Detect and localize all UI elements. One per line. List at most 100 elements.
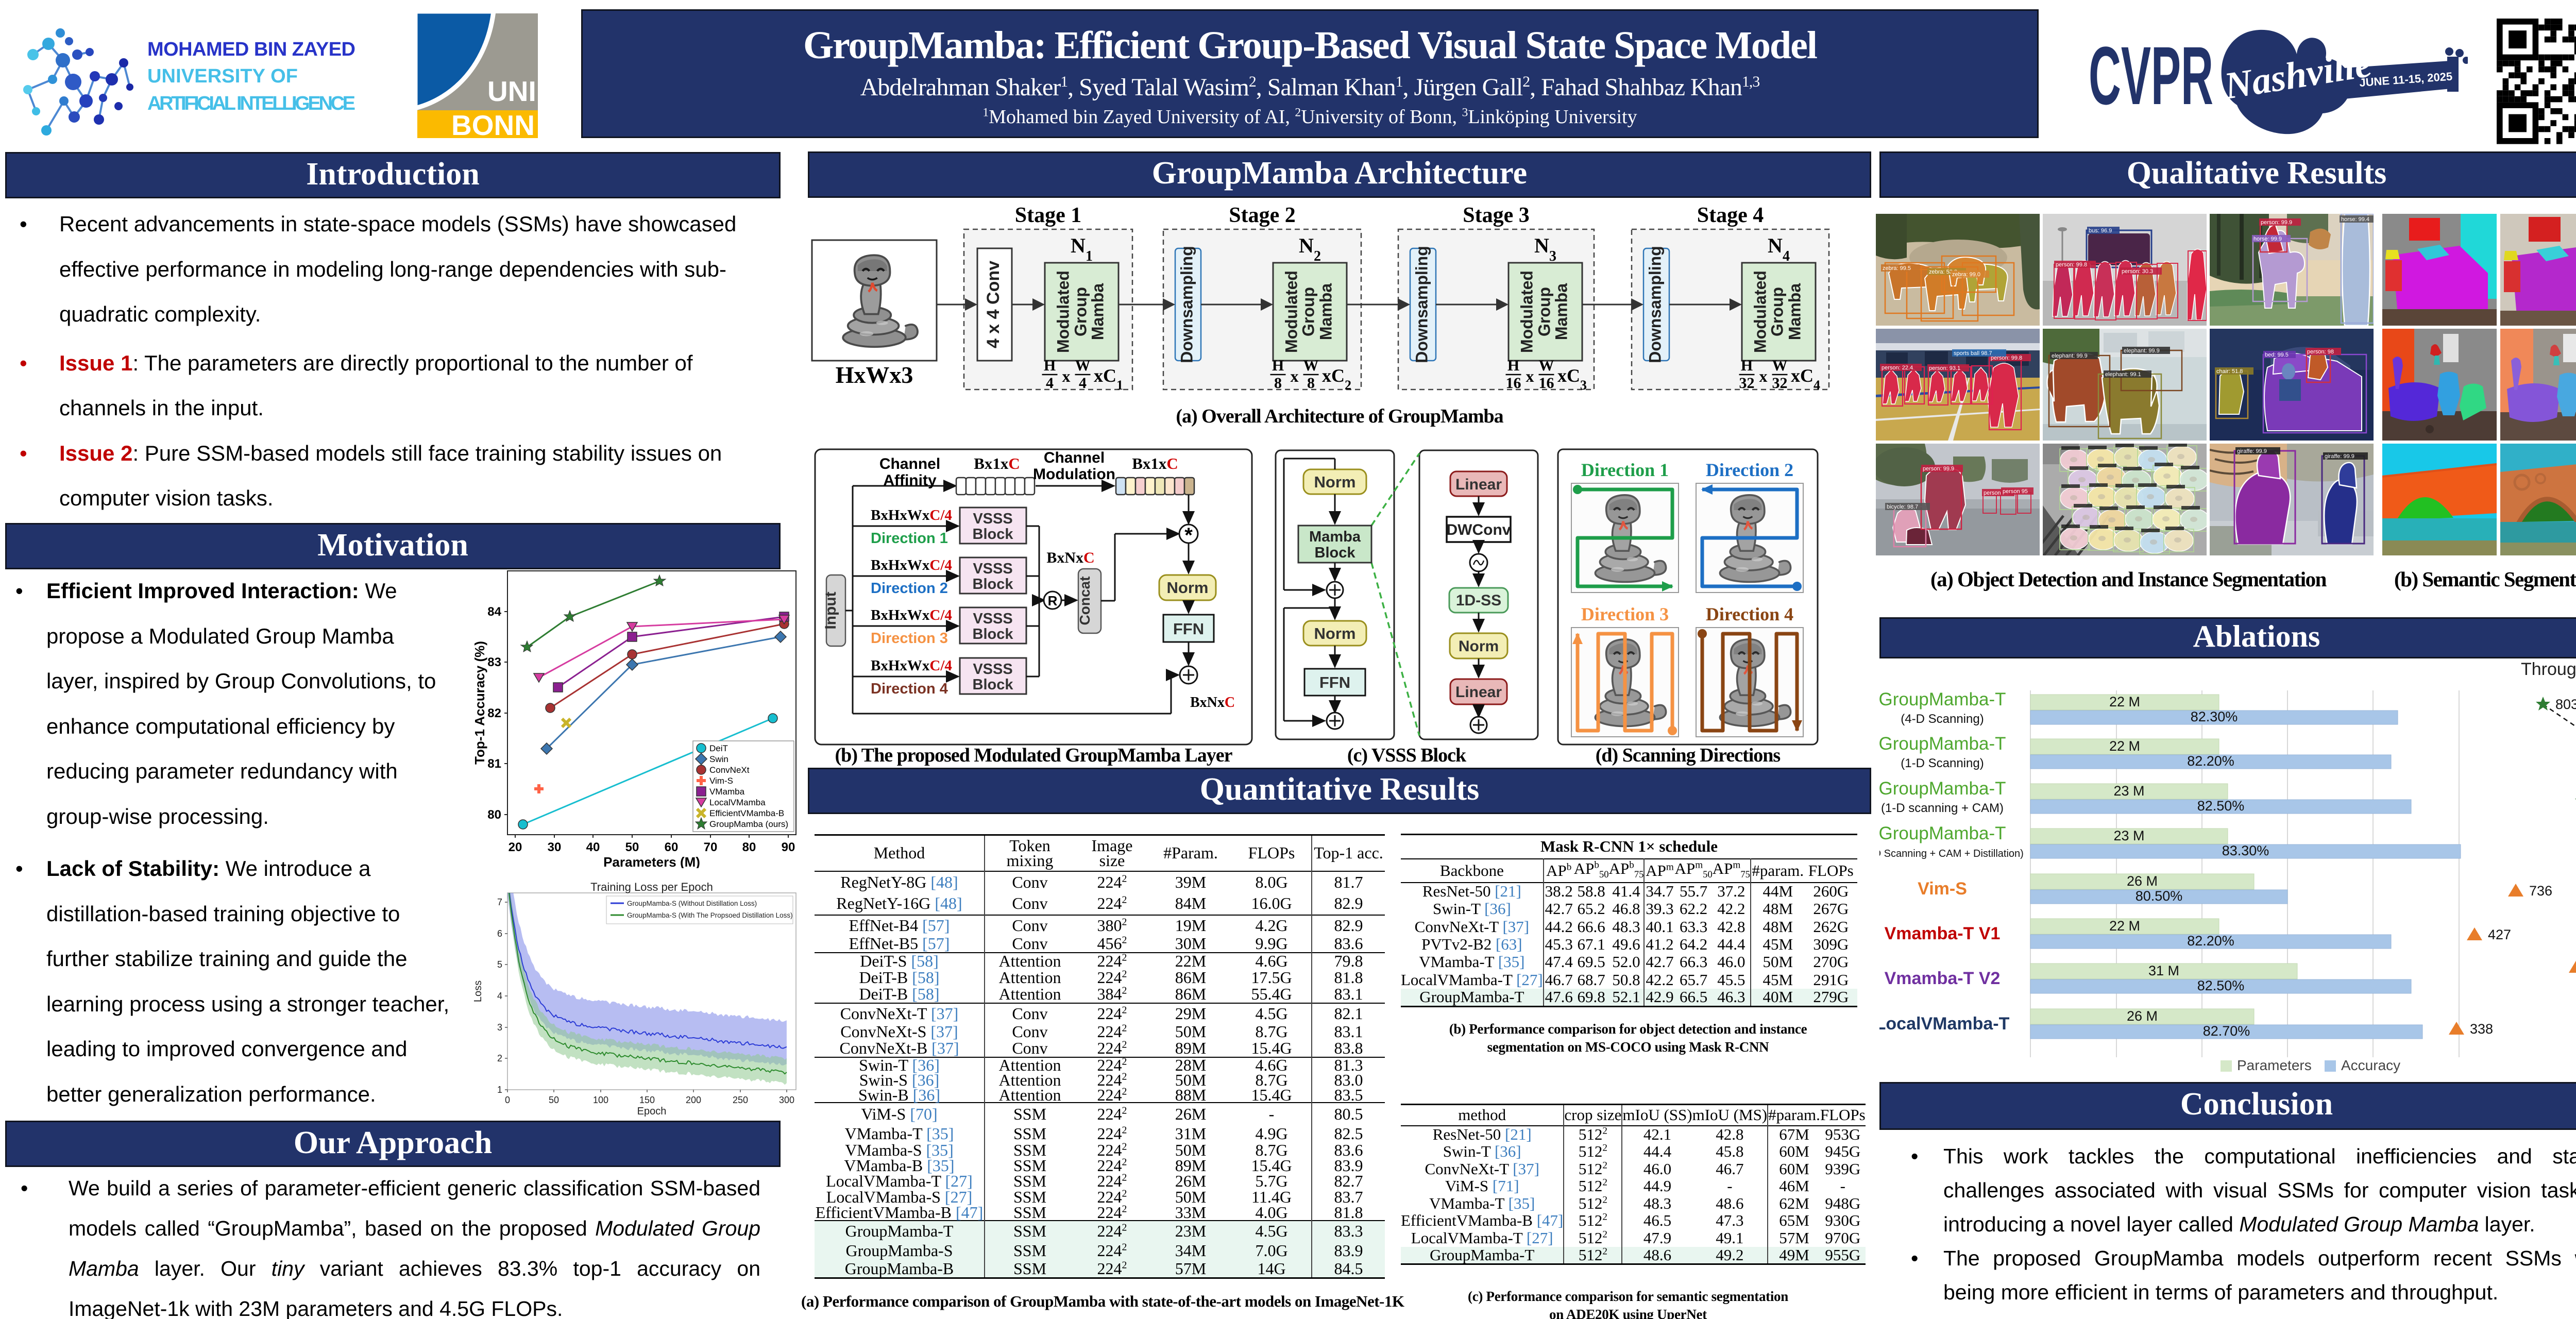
svg-text:23 M: 23 M bbox=[2113, 783, 2144, 799]
svg-text:person: 30.3: person: 30.3 bbox=[2122, 268, 2153, 275]
svg-text:22 M: 22 M bbox=[2109, 738, 2140, 754]
svg-text:BONN: BONN bbox=[451, 109, 535, 138]
svg-text:Downsampling: Downsampling bbox=[1412, 246, 1431, 363]
svg-text:Linear: Linear bbox=[1455, 476, 1502, 493]
svg-text:Throughput: Throughput bbox=[2521, 662, 2576, 679]
svg-text:Vim-S: Vim-S bbox=[709, 776, 733, 786]
svg-text:4 x 4 Conv: 4 x 4 Conv bbox=[984, 261, 1003, 348]
svg-text:chair: 51.8: chair: 51.8 bbox=[2216, 368, 2243, 375]
svg-text:Modulation: Modulation bbox=[1033, 466, 1115, 483]
svg-text:GroupMamba-S (With The Propsoe: GroupMamba-S (With The Propsoed Distilla… bbox=[627, 911, 793, 919]
svg-text:GroupMamba-T: GroupMamba-T bbox=[1879, 689, 2006, 709]
svg-text:60: 60 bbox=[665, 840, 679, 854]
svg-text:82.50%: 82.50% bbox=[2197, 978, 2245, 993]
svg-text:7: 7 bbox=[497, 897, 502, 907]
svg-text:sports ball 98.7: sports ball 98.7 bbox=[1954, 350, 1992, 357]
svg-text:x: x bbox=[1526, 367, 1534, 385]
svg-text:H: H bbox=[1044, 357, 1056, 374]
svg-text:Mamba: Mamba bbox=[1309, 529, 1361, 545]
svg-text:Bx1xC: Bx1xC bbox=[974, 454, 1020, 472]
svg-text:DeiT: DeiT bbox=[709, 743, 728, 753]
svg-text:Parameters: Parameters bbox=[2237, 1057, 2312, 1073]
svg-text:FFN: FFN bbox=[1173, 620, 1204, 638]
svg-text:Group: Group bbox=[1768, 287, 1786, 336]
svg-text:22 M: 22 M bbox=[2109, 918, 2140, 934]
svg-text:person: 99.8: person: 99.8 bbox=[2056, 262, 2087, 268]
svg-text:803: 803 bbox=[2555, 697, 2576, 712]
svg-text:person 95: person 95 bbox=[2003, 488, 2028, 495]
svg-text:GroupMamba-T: GroupMamba-T bbox=[1879, 779, 2006, 799]
svg-text:Direction 1: Direction 1 bbox=[871, 530, 948, 547]
svg-text:BxHxWxC/4: BxHxWxC/4 bbox=[871, 557, 952, 573]
svg-text:H: H bbox=[1741, 357, 1753, 374]
svg-text:83.30%: 83.30% bbox=[2222, 843, 2269, 858]
svg-text:50: 50 bbox=[625, 840, 639, 854]
svg-text:Direction 2: Direction 2 bbox=[871, 580, 948, 597]
svg-text:GroupMamba-S (Without Distilla: GroupMamba-S (Without Distillation Loss) bbox=[627, 900, 757, 907]
svg-text:LocalVMamba-T: LocalVMamba-T bbox=[1879, 1014, 2010, 1034]
svg-text:Vmamba-T V1: Vmamba-T V1 bbox=[1885, 924, 2001, 943]
svg-text:ConvNeXt: ConvNeXt bbox=[709, 765, 750, 775]
svg-text:Concat: Concat bbox=[1077, 577, 1093, 625]
svg-text:R: R bbox=[1048, 593, 1058, 608]
svg-text:Modulated: Modulated bbox=[1751, 270, 1769, 353]
svg-text:x: x bbox=[1291, 367, 1299, 385]
svg-text:Direction 2: Direction 2 bbox=[1706, 460, 1793, 480]
svg-text:Direction 3: Direction 3 bbox=[1581, 604, 1669, 624]
svg-text:0: 0 bbox=[505, 1095, 510, 1105]
svg-text:giraffe: 99.9: giraffe: 99.9 bbox=[2237, 448, 2267, 454]
svg-text:81: 81 bbox=[487, 757, 501, 771]
svg-text:Downsampling: Downsampling bbox=[1646, 246, 1664, 363]
svg-text:82.70%: 82.70% bbox=[2203, 1023, 2250, 1039]
svg-text:6: 6 bbox=[497, 928, 502, 939]
svg-text:UNI: UNI bbox=[487, 75, 536, 107]
svg-text:250: 250 bbox=[733, 1095, 748, 1105]
svg-text:Epoch: Epoch bbox=[637, 1106, 667, 1117]
svg-text:BxHxWxC/4: BxHxWxC/4 bbox=[871, 507, 952, 523]
svg-text:person: 99.9: person: 99.9 bbox=[1923, 466, 1954, 472]
svg-text:Loss: Loss bbox=[472, 980, 484, 1002]
svg-text:Input: Input bbox=[822, 591, 839, 629]
svg-text:Linear: Linear bbox=[1455, 684, 1502, 701]
svg-text:zebra: 99.5: zebra: 99.5 bbox=[1883, 265, 1911, 272]
svg-text:VSSS: VSSS bbox=[973, 511, 1012, 527]
svg-text:90: 90 bbox=[782, 840, 795, 854]
svg-text:Parameters (M): Parameters (M) bbox=[603, 854, 700, 868]
svg-text:Block: Block bbox=[973, 677, 1014, 693]
svg-text:Mamba: Mamba bbox=[1785, 283, 1804, 340]
svg-text:Stage 2: Stage 2 bbox=[1229, 204, 1296, 227]
svg-text:ARTIFICIAL INTELLIGENCE: ARTIFICIAL INTELLIGENCE bbox=[147, 93, 355, 114]
svg-text:HxWx3: HxWx3 bbox=[836, 362, 913, 388]
svg-text:Norm: Norm bbox=[1167, 579, 1209, 597]
svg-text:26 M: 26 M bbox=[2127, 873, 2158, 889]
svg-text:W: W bbox=[1539, 357, 1554, 374]
svg-text:84: 84 bbox=[487, 605, 501, 619]
svg-text:person: 99.9: person: 99.9 bbox=[2261, 219, 2292, 226]
svg-text:5: 5 bbox=[497, 959, 502, 970]
svg-text:bus: 96.9: bus: 96.9 bbox=[2089, 228, 2112, 234]
svg-text:338: 338 bbox=[2470, 1021, 2493, 1037]
svg-text:Accuracy: Accuracy bbox=[2341, 1057, 2400, 1073]
svg-text:80: 80 bbox=[487, 808, 501, 822]
svg-text:Top-1 Accuracy (%): Top-1 Accuracy (%) bbox=[474, 641, 487, 765]
svg-text:Block: Block bbox=[973, 526, 1014, 543]
svg-text:50: 50 bbox=[549, 1095, 559, 1105]
svg-text:82.30%: 82.30% bbox=[2191, 709, 2238, 724]
svg-text:80.50%: 80.50% bbox=[2136, 888, 2183, 904]
svg-text:Vim-S: Vim-S bbox=[1918, 879, 1967, 899]
svg-text:Group: Group bbox=[1299, 287, 1317, 336]
svg-text:LocalVMamba: LocalVMamba bbox=[709, 798, 766, 807]
svg-text:elephant: 99.9: elephant: 99.9 bbox=[2124, 348, 2160, 354]
svg-text:82.20%: 82.20% bbox=[2187, 753, 2234, 769]
svg-text:Bx1xC: Bx1xC bbox=[1132, 454, 1178, 472]
svg-text:BxHxWxC/4: BxHxWxC/4 bbox=[871, 607, 952, 623]
svg-text:giraffe: 99.9: giraffe: 99.9 bbox=[2325, 453, 2354, 460]
svg-text:4: 4 bbox=[1079, 375, 1087, 392]
svg-text:40: 40 bbox=[586, 840, 600, 854]
svg-text:GroupMamba (ours): GroupMamba (ours) bbox=[709, 819, 788, 829]
svg-text:150: 150 bbox=[639, 1095, 655, 1105]
svg-text:Norm: Norm bbox=[1459, 638, 1499, 655]
svg-text:Group: Group bbox=[1535, 287, 1553, 336]
svg-text:Mamba: Mamba bbox=[1552, 283, 1570, 340]
svg-text:16: 16 bbox=[1506, 375, 1521, 392]
